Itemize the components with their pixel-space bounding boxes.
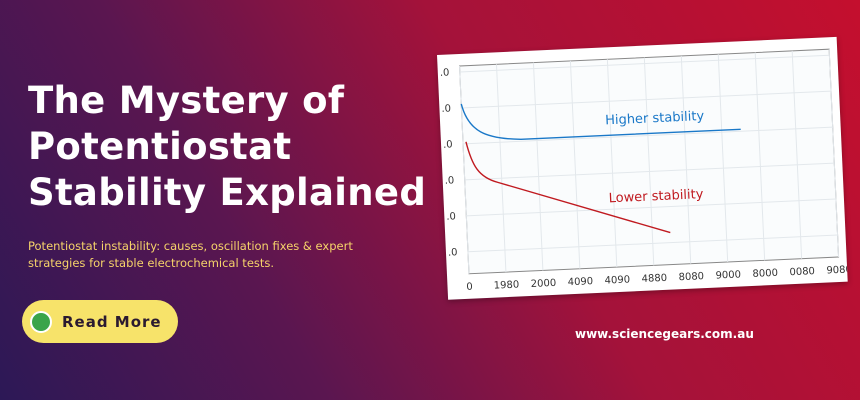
button-label: Read More xyxy=(62,312,162,331)
higher-stability-curve xyxy=(460,103,741,140)
annotation: Lower stability xyxy=(608,187,704,206)
grid-line xyxy=(606,59,618,268)
title-line: The Mystery of xyxy=(28,79,345,122)
x-tick-label: 9000 xyxy=(715,269,741,281)
grid-line xyxy=(495,64,507,273)
grid-line xyxy=(791,50,803,259)
y-tick-label: .0 xyxy=(441,103,451,114)
title-line: Stability Explained xyxy=(28,171,427,214)
x-tick-label: 1980 xyxy=(494,280,520,292)
x-tick-label: 8080 xyxy=(678,271,704,283)
website-url: www.sciencegears.com.au xyxy=(575,327,754,341)
y-tick-label: .0 xyxy=(444,175,454,186)
y-tick-label: .0 xyxy=(440,67,450,78)
x-tick-label: 4090 xyxy=(604,274,630,286)
annotation: Higher stability xyxy=(605,109,705,128)
chart-illustration: .0 .0 .0 .0 .0 .0 9080 0080 8000 9000 8080 4880 4090… xyxy=(440,48,852,293)
grid-line xyxy=(459,65,470,274)
y-tick-label: .0 xyxy=(443,139,453,150)
x-tick-label: 4880 xyxy=(641,273,667,285)
x-tick-label: 0 xyxy=(466,282,473,293)
title-line: Potentiostat xyxy=(28,125,292,168)
title: The Mystery of Potentiostat Stability Ex… xyxy=(28,78,426,216)
grid-line xyxy=(680,55,692,264)
x-tick-label: 2000 xyxy=(531,278,557,290)
x-tick-label: 9080 xyxy=(826,264,847,276)
y-tick-label: .0 xyxy=(448,247,458,258)
x-tick-label: 4090 xyxy=(567,276,593,288)
grid-line xyxy=(717,54,729,263)
subtitle-line: Potentiostat instability: causes, oscill… xyxy=(28,239,353,253)
subtitle: Potentiostat instability: causes, oscill… xyxy=(28,238,353,272)
read-more-button[interactable]: Read More xyxy=(22,300,178,343)
button-icon xyxy=(30,310,52,333)
chart-image: .0 .0 .0 .0 .0 .0 9080 0080 8000 9000 8080 4880 4090… xyxy=(437,36,852,300)
grid-line xyxy=(569,60,581,269)
grid-line xyxy=(754,52,766,261)
x-tick-label: 8000 xyxy=(752,268,778,280)
grid-line xyxy=(532,62,544,271)
grid-line xyxy=(828,49,840,258)
x-tick-label: 0080 xyxy=(789,266,815,278)
y-tick-label: .0 xyxy=(446,211,456,222)
lower-stability-curve xyxy=(465,141,671,234)
grid-line xyxy=(643,57,655,266)
subtitle-line: strategies for stable electrochemical te… xyxy=(28,256,275,270)
